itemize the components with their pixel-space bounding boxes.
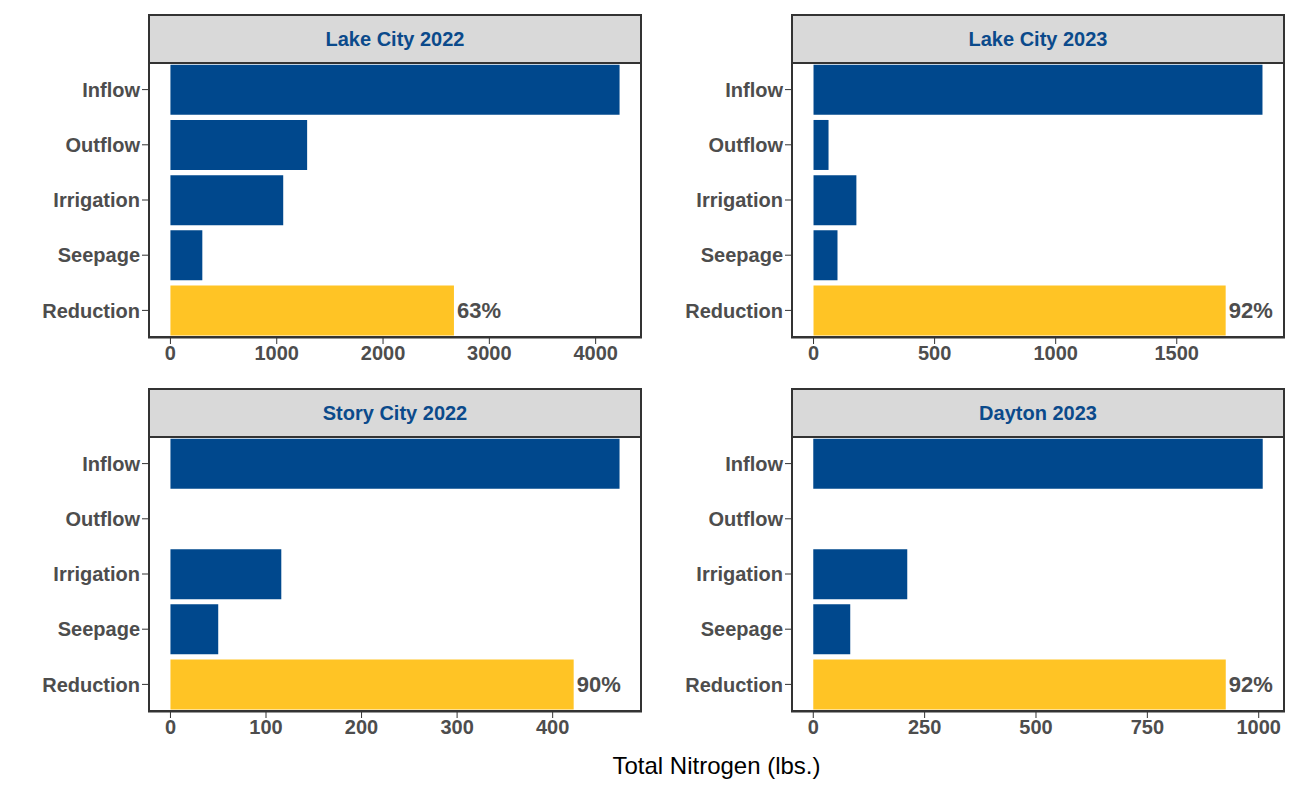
svg-text:Inflow: Inflow: [725, 79, 783, 101]
svg-text:Outflow: Outflow: [66, 134, 141, 156]
svg-text:3000: 3000: [467, 342, 512, 364]
svg-text:500: 500: [918, 342, 951, 364]
svg-text:1000: 1000: [1033, 342, 1078, 364]
svg-text:1500: 1500: [1155, 342, 1200, 364]
svg-text:Irrigation: Irrigation: [696, 189, 783, 211]
svg-text:Inflow: Inflow: [725, 453, 783, 475]
svg-text:400: 400: [536, 716, 569, 738]
svg-text:300: 300: [440, 716, 473, 738]
svg-text:Irrigation: Irrigation: [53, 563, 140, 585]
svg-text:500: 500: [1019, 716, 1052, 738]
svg-text:0: 0: [165, 716, 176, 738]
svg-text:Outflow: Outflow: [709, 134, 784, 156]
svg-text:0: 0: [165, 342, 176, 364]
html-text:Story City 2022: Story City 2022: [322, 401, 468, 424]
svg-text:Seepage: Seepage: [701, 618, 783, 640]
svg-text:2000: 2000: [361, 342, 406, 364]
svg-text:200: 200: [345, 716, 378, 738]
svg-text:100: 100: [249, 716, 282, 738]
html-text:Lake City 2023: Lake City 2023: [968, 27, 1108, 50]
svg-text:Outflow: Outflow: [709, 508, 784, 530]
svg-text:Outflow: Outflow: [66, 508, 141, 530]
svg-text:Inflow: Inflow: [82, 79, 140, 101]
svg-text:Reduction: Reduction: [685, 674, 783, 696]
svg-text:1000: 1000: [254, 342, 299, 364]
svg-text:Irrigation: Irrigation: [696, 563, 783, 585]
svg-text:90%: 90%: [577, 672, 621, 697]
svg-text:Seepage: Seepage: [58, 618, 140, 640]
svg-text:0: 0: [808, 342, 819, 364]
svg-text:Seepage: Seepage: [701, 244, 783, 266]
svg-text:0: 0: [808, 716, 819, 738]
svg-text:Reduction: Reduction: [42, 300, 140, 322]
svg-text:750: 750: [1131, 716, 1164, 738]
svg-text:1000: 1000: [1236, 716, 1281, 738]
svg-text:250: 250: [908, 716, 941, 738]
svg-text:63%: 63%: [457, 298, 501, 323]
svg-text:Inflow: Inflow: [82, 453, 140, 475]
svg-text:Irrigation: Irrigation: [53, 189, 140, 211]
html-text:Dayton 2023: Dayton 2023: [979, 401, 1097, 424]
html-text:Total Nitrogen (lbs.): Total Nitrogen (lbs.): [612, 752, 821, 779]
svg-text:Reduction: Reduction: [42, 674, 140, 696]
html-text:Lake City 2022: Lake City 2022: [325, 27, 465, 50]
svg-text:92%: 92%: [1229, 672, 1273, 697]
svg-text:Reduction: Reduction: [685, 300, 783, 322]
svg-text:92%: 92%: [1229, 298, 1273, 323]
svg-text:Seepage: Seepage: [58, 244, 140, 266]
svg-text:4000: 4000: [573, 342, 618, 364]
